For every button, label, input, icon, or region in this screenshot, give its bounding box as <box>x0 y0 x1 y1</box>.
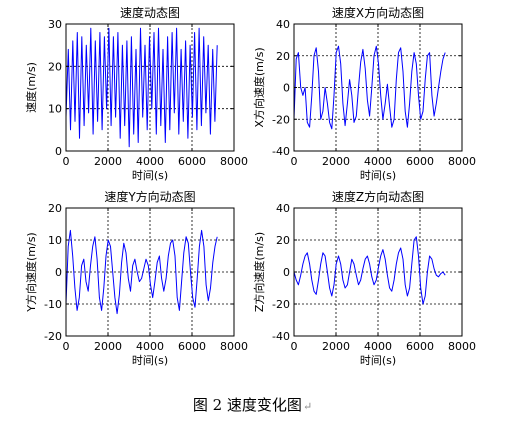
chart-panel-4: 0 2000 4000 6000 8000 -40 -20 0 20 40 速度Z方向动态图时间(s… <box>252 189 476 367</box>
chart-title: 速度Z方向动态图 <box>332 189 424 204</box>
y-tick-label: -10 <box>44 298 62 311</box>
x-tick-label: 0 <box>63 340 70 353</box>
y-axis-label: Y方向速度(m/s) <box>24 232 38 312</box>
x-tick-label: 2000 <box>322 155 350 168</box>
y-tick-label: 40 <box>276 18 290 31</box>
y-tick-label: 20 <box>48 60 62 73</box>
x-tick-label: 0 <box>291 340 298 353</box>
x-tick-label: 2000 <box>94 340 122 353</box>
x-tick-label: 8000 <box>448 155 476 168</box>
y-tick-label: -40 <box>272 145 290 158</box>
x-tick-label: 4000 <box>136 340 164 353</box>
x-tick-label: 0 <box>63 155 70 168</box>
x-tick-label: 2000 <box>322 340 350 353</box>
y-tick-label: 0 <box>55 145 62 158</box>
y-axis-label: X方向速度(m/s) <box>252 47 266 127</box>
x-tick-label: 8000 <box>448 340 476 353</box>
x-tick-label: 6000 <box>406 155 434 168</box>
y-tick-label: 20 <box>48 202 62 215</box>
figure-caption-text: 图 2 速度变化图 <box>192 396 302 414</box>
y-tick-label: 0 <box>283 82 290 95</box>
y-tick-label: 20 <box>276 234 290 247</box>
y-tick-label: 0 <box>55 266 62 279</box>
y-tick-label: 10 <box>48 234 62 247</box>
y-tick-label: 0 <box>283 266 290 279</box>
x-tick-label: 6000 <box>178 155 206 168</box>
y-tick-label: 30 <box>48 18 62 31</box>
figure-caption: 图 2 速度变化图↵ <box>0 394 505 415</box>
series-line <box>293 236 446 305</box>
chart-panel-3: 0 2000 4000 6000 8000 -20 -10 0 10 20 速度Y方向动态图时间(s… <box>24 189 248 367</box>
chart-title: 速度动态图 <box>120 5 180 20</box>
chart-title: 速度X方向动态图 <box>332 5 424 20</box>
paragraph-mark: ↵ <box>302 400 313 413</box>
y-tick-label: -40 <box>272 330 290 343</box>
x-axis-label: 时间(s) <box>360 169 396 182</box>
series-line <box>65 229 218 315</box>
x-tick-label: 2000 <box>94 155 122 168</box>
x-tick-label: 4000 <box>364 155 392 168</box>
y-axis-label: 速度(m/s) <box>24 62 38 113</box>
y-tick-label: 10 <box>48 103 62 116</box>
x-axis-label: 时间(s) <box>360 354 396 367</box>
x-axis-label: 时间(s) <box>132 169 168 182</box>
y-tick-label: -20 <box>272 113 290 126</box>
x-tick-label: 8000 <box>220 340 248 353</box>
x-tick-label: 8000 <box>220 155 248 168</box>
series-line <box>65 27 218 148</box>
x-axis-label: 时间(s) <box>132 354 168 367</box>
series-line <box>293 45 446 130</box>
x-tick-label: 4000 <box>136 155 164 168</box>
y-tick-label: -20 <box>44 330 62 343</box>
y-axis-label: Z方向速度(m/s) <box>252 232 266 312</box>
x-tick-label: 4000 <box>364 340 392 353</box>
x-tick-label: 6000 <box>406 340 434 353</box>
y-tick-label: 40 <box>276 202 290 215</box>
x-tick-label: 6000 <box>178 340 206 353</box>
x-tick-label: 0 <box>291 155 298 168</box>
chart-title: 速度Y方向动态图 <box>104 189 195 204</box>
chart-panel-2: 0 2000 4000 6000 8000 -40 -20 0 20 40 速度X方向动态图时间(s… <box>252 5 476 182</box>
y-tick-label: 20 <box>276 50 290 63</box>
y-tick-label: -20 <box>272 298 290 311</box>
